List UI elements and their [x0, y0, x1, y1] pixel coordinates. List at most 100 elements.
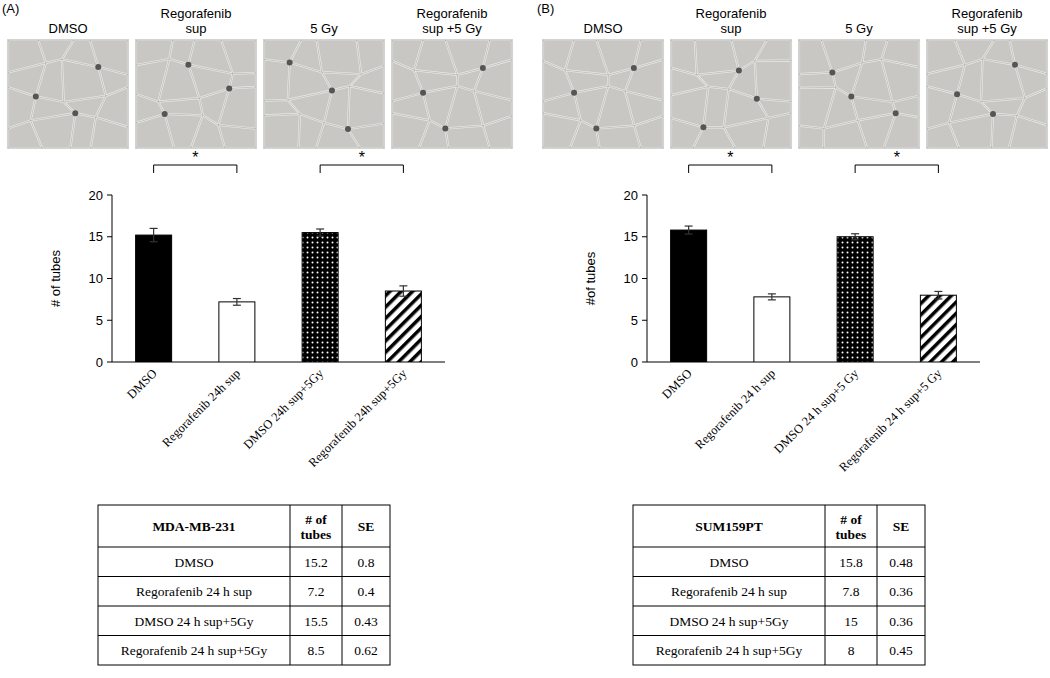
table-rule — [290, 505, 291, 665]
cell-cluster — [185, 62, 191, 68]
table-rule — [98, 547, 390, 548]
tube-outline — [671, 40, 791, 148]
error-bar — [150, 228, 158, 241]
error-bar — [399, 286, 407, 296]
cell-cluster — [700, 124, 706, 130]
table-header: MDA-MB-231 — [152, 519, 235, 534]
y-tick-label: 10 — [624, 271, 638, 286]
significance-bracket — [154, 165, 237, 173]
bar — [136, 235, 172, 362]
table-cell: 7.8 — [843, 584, 860, 599]
micrograph — [392, 40, 512, 148]
table-cell: 8.5 — [308, 643, 325, 658]
tube-network — [543, 40, 663, 148]
cell-cluster — [162, 111, 168, 117]
bar — [219, 302, 255, 362]
panel-label: (A) — [2, 1, 19, 16]
panel: (A)DMSORegorafenibsup5 GyRegorafenibsup … — [2, 1, 512, 665]
table-frame — [633, 505, 925, 665]
table-cell: DMSO 24 h sup+5Gy — [134, 614, 253, 629]
x-tick-label: DMSO 24 h sup+5 Gy — [771, 366, 862, 457]
y-tick — [642, 195, 647, 196]
table-rule — [342, 505, 343, 665]
micrograph — [799, 40, 919, 148]
table-rule — [633, 576, 925, 577]
cell-cluster — [893, 110, 899, 116]
micrograph — [136, 40, 256, 148]
micrograph — [543, 40, 663, 148]
y-tick — [107, 195, 112, 196]
tube-network — [671, 40, 791, 148]
significance-label: * — [727, 149, 733, 166]
cell-cluster — [420, 90, 426, 96]
bar — [385, 291, 421, 362]
micrograph — [927, 40, 1047, 148]
x-tick-label: Regorafenib 24h sup+5Gy — [306, 366, 410, 470]
cell-cluster — [72, 110, 78, 116]
table-cell: 0.36 — [889, 614, 913, 629]
tube-network — [264, 40, 384, 148]
table-cell: 0.48 — [889, 555, 913, 570]
image-label: DMSO — [49, 21, 88, 36]
cell-cluster — [442, 126, 448, 132]
tube-outline — [392, 40, 512, 148]
y-tick — [107, 278, 112, 279]
error-bar — [768, 294, 776, 300]
table-cell: Regorafenib 24 h sup+5Gy — [121, 643, 268, 658]
y-tick — [642, 320, 647, 321]
table: MDA-MB-231# oftubesSEDMSO15.20.8Regorafe… — [98, 505, 390, 665]
error-bar — [934, 291, 942, 299]
x-tick-label: DMSO — [659, 366, 694, 401]
image-label: Regorafenibsup +5 Gy — [952, 6, 1023, 36]
table-cell: 7.2 — [308, 584, 325, 599]
table-header: # oftubes — [836, 512, 867, 542]
image-label: Regorafenibsup — [696, 6, 767, 36]
bar — [671, 230, 707, 362]
y-tick-label: 10 — [89, 271, 103, 286]
cell-cluster — [848, 94, 854, 100]
cell-cluster — [95, 64, 101, 70]
x-tick-label: Regorafenib 24h sup — [159, 366, 243, 450]
bar — [837, 237, 873, 362]
y-tick-label: 20 — [624, 188, 638, 203]
table-header: # oftubes — [301, 512, 332, 542]
cell-cluster — [226, 85, 232, 91]
cell-cluster — [829, 69, 835, 75]
table-cell: DMSO 24 h sup+5Gy — [669, 614, 788, 629]
significance-label: * — [192, 149, 198, 166]
image-label: Regorafenibsup +5 Gy — [417, 6, 488, 36]
y-tick — [107, 320, 112, 321]
image-label: 5 Gy — [310, 21, 338, 36]
y-tick-label: 5 — [631, 313, 638, 328]
cell-cluster — [631, 65, 637, 71]
tube-outline — [543, 40, 663, 148]
micrograph — [264, 40, 384, 148]
table-cell: 15.8 — [839, 555, 863, 570]
y-tick — [642, 362, 647, 363]
panel: (B)DMSORegorafenibsup5 GyRegorafenibsup … — [537, 1, 1047, 665]
cell-cluster — [480, 65, 486, 71]
y-tick-label: 20 — [89, 188, 103, 203]
y-axis — [647, 195, 648, 362]
table-cell: Regorafenib 24 h sup — [671, 584, 787, 599]
table-cell: 0.62 — [354, 643, 378, 658]
y-tick-label: 0 — [631, 355, 638, 370]
y-tick — [642, 236, 647, 237]
bars — [671, 226, 957, 362]
tube-outline — [8, 40, 128, 148]
table-cell: Regorafenib 24 h sup — [136, 584, 252, 599]
tube-network — [392, 40, 512, 148]
cell-cluster — [571, 90, 577, 96]
tube-outline — [264, 40, 384, 148]
micrograph — [671, 40, 791, 148]
x-tick-label: Regorafenib 24 h sup — [692, 366, 778, 452]
panel-label: (B) — [537, 1, 554, 16]
table-cell: 15.5 — [304, 614, 328, 629]
significance-bracket — [689, 165, 772, 173]
tube-network — [927, 40, 1047, 148]
y-axis-label: # of tubes — [48, 249, 63, 307]
bar — [754, 297, 790, 362]
bar — [920, 295, 956, 362]
table-header: SE — [893, 519, 910, 534]
significance-label: * — [894, 149, 900, 166]
